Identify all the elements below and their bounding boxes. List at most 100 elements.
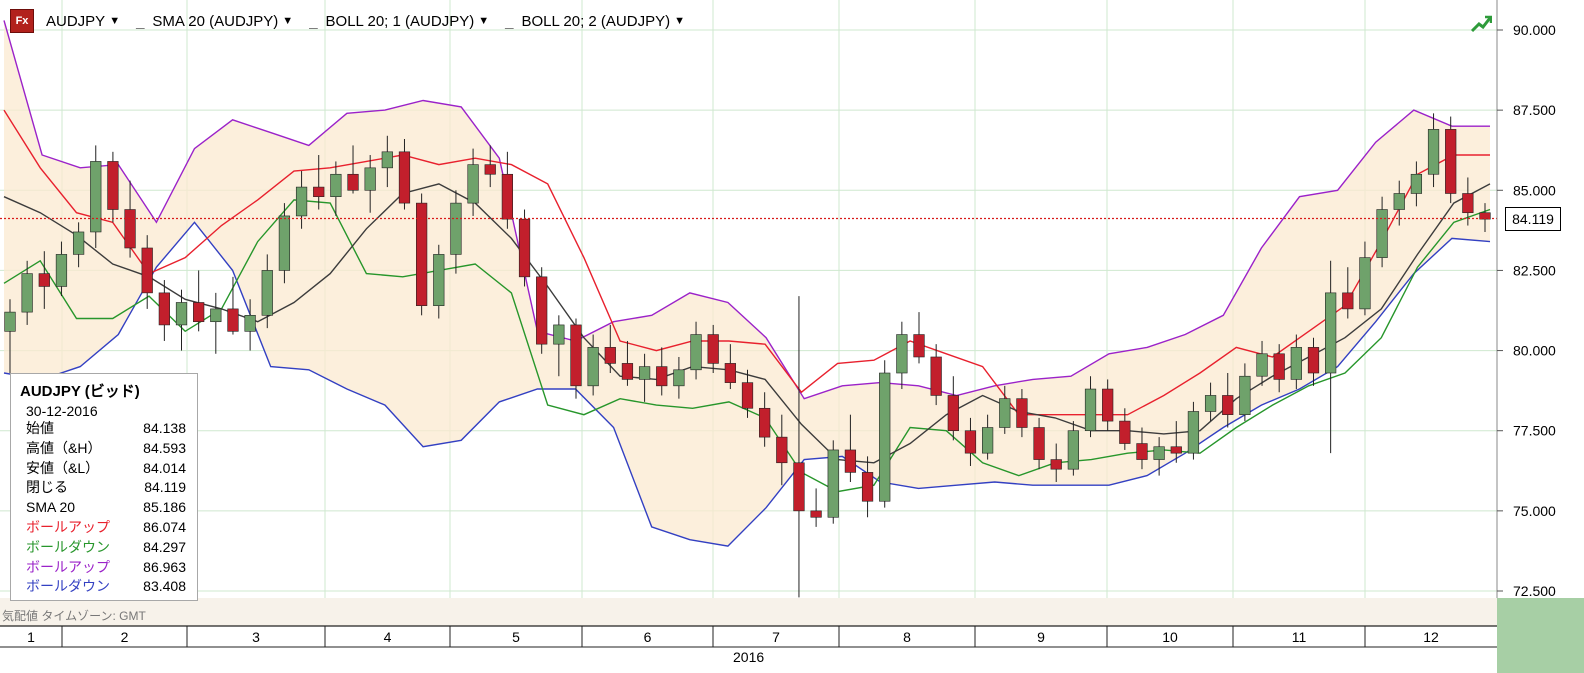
candle — [4, 299, 16, 374]
candle — [1153, 437, 1165, 476]
candle — [141, 235, 153, 309]
candle — [1050, 443, 1062, 483]
candle — [776, 414, 788, 486]
candle — [450, 190, 462, 274]
candle — [1410, 161, 1423, 207]
candle — [981, 414, 994, 460]
candle — [1067, 421, 1079, 476]
candle-body — [55, 254, 68, 287]
candle-body — [1204, 395, 1217, 412]
candle-body — [1050, 459, 1062, 470]
candle — [261, 254, 273, 329]
candle-body — [313, 186, 325, 197]
candle-body — [193, 302, 205, 323]
candle — [1445, 116, 1457, 204]
candle — [810, 488, 822, 527]
time-axis: 1 2 3 4 5 6 7 8 9 10 11 12 — [0, 598, 1497, 673]
candle — [1239, 363, 1251, 422]
candle-body — [1393, 193, 1405, 210]
candle — [724, 344, 736, 390]
sma-indicator-dropdown[interactable]: SMA 20 (AUDJPY) ▼ — [152, 13, 293, 30]
info-rows: 始値 84.138 高値（&H） 84.593 安値（&L） 84.014 閉じる 84.11… — [11, 419, 197, 597]
candle — [398, 138, 411, 210]
candle — [999, 385, 1011, 434]
candle — [55, 241, 68, 297]
candle — [947, 376, 959, 441]
candle-body — [913, 334, 925, 358]
candle-body — [1410, 173, 1423, 194]
price-tick-label: 77.500 — [1513, 423, 1556, 439]
candle-body — [450, 202, 462, 255]
candle — [1136, 427, 1148, 470]
candle-body — [1187, 411, 1200, 454]
current-price-label: 84.119 — [1505, 206, 1561, 231]
candle-body — [621, 363, 634, 380]
price-tick-label: 75.000 — [1513, 503, 1556, 519]
candle — [330, 161, 342, 216]
year-label: 2016 — [733, 649, 765, 665]
month-label: 4 — [384, 629, 392, 645]
candle-body — [433, 254, 445, 306]
candle — [896, 321, 908, 390]
candle-body — [38, 273, 50, 287]
candle-body — [107, 161, 119, 210]
separator: _ — [136, 12, 145, 30]
trend-icon[interactable] — [1470, 14, 1492, 34]
candle-body — [261, 270, 273, 316]
candle-body — [1445, 129, 1457, 194]
candle-body — [1067, 430, 1079, 470]
info-row: 高値（&H） 84.593 — [11, 439, 197, 459]
chevron-down-icon: ▼ — [478, 15, 490, 27]
candle — [1393, 180, 1405, 226]
info-row-label: SMA 20 — [26, 499, 76, 516]
info-row-value: 84.119 — [144, 479, 186, 496]
candle-body — [347, 173, 359, 191]
boll2-upper-line — [3, 20, 1490, 400]
time-axis-strip — [0, 598, 1497, 626]
candle — [1359, 241, 1371, 316]
candle-body — [1256, 353, 1268, 377]
candle — [193, 270, 205, 332]
candle — [313, 155, 325, 210]
candle-body — [656, 366, 668, 387]
candle — [467, 148, 479, 216]
candle — [1119, 408, 1131, 450]
candle — [21, 260, 33, 325]
separator: _ — [505, 12, 514, 30]
info-row: 安値（&L） 84.014 — [11, 459, 197, 479]
candle-body — [553, 324, 565, 345]
info-row: ボールダウン 84.297 — [11, 538, 197, 558]
boll1-indicator-dropdown[interactable]: BOLL 20; 1 (AUDJPY) ▼ — [326, 13, 490, 30]
candle-body — [1342, 292, 1354, 310]
boll2-indicator-dropdown[interactable]: BOLL 20; 2 (AUDJPY) ▼ — [521, 13, 685, 30]
candle-body — [604, 347, 616, 364]
candle-body — [690, 334, 702, 371]
candle — [210, 292, 222, 354]
info-row-label: ボールダウン — [26, 578, 110, 595]
candle-body — [1119, 420, 1131, 444]
candle — [793, 296, 805, 598]
symbol-dropdown[interactable]: AUDJPY ▼ — [46, 13, 120, 30]
candle-body — [1222, 395, 1234, 415]
candle-body — [587, 347, 599, 387]
candle — [1479, 203, 1491, 232]
chevron-down-icon: ▼ — [674, 15, 685, 27]
candle — [518, 209, 531, 287]
candle-body — [570, 324, 582, 387]
candle — [1427, 113, 1440, 188]
info-row-value: 85.186 — [143, 499, 186, 516]
price-tick-label: 82.500 — [1513, 262, 1556, 278]
candle-body — [707, 334, 719, 364]
candle — [673, 356, 685, 399]
candle-body — [21, 273, 33, 313]
candle — [570, 318, 582, 399]
candle-body — [981, 427, 994, 454]
candle-body — [244, 315, 256, 332]
candle — [1273, 344, 1285, 393]
month-label: 3 — [252, 629, 260, 645]
candle-body — [844, 449, 857, 473]
info-title: AUDJPY (ビッド) — [20, 383, 140, 400]
candle — [1342, 267, 1354, 319]
month-label: 7 — [772, 629, 780, 645]
